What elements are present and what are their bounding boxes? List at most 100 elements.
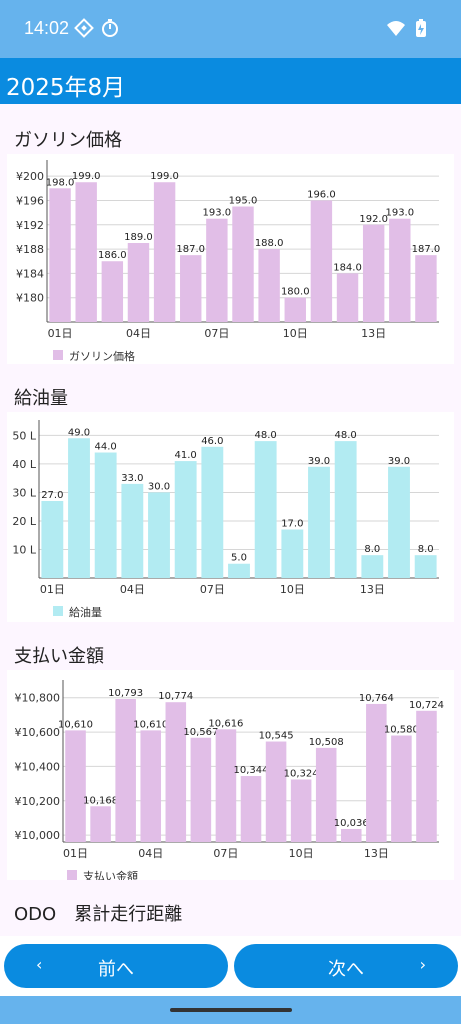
x-tick-label: 01日	[48, 327, 73, 340]
y-tick-label: ¥10,800	[15, 692, 61, 705]
x-tick-label: 07日	[213, 847, 238, 860]
fuel-amount-chart-card: 10 L 20 L 30 L 40 L 50 L 27.0 49.0 44.0 33.0 30.0…	[7, 412, 454, 622]
x-tick-label: 01日	[40, 583, 65, 596]
bar	[414, 555, 437, 578]
x-tick-label: 07日	[204, 327, 229, 340]
section-title-gas-price: ガソリン価格	[14, 130, 122, 151]
y-tick-label: ¥196	[16, 194, 44, 207]
status-bar: 14:02	[0, 0, 461, 58]
bar-value-label: 48.0	[255, 430, 277, 441]
bar-value-label: 10,764	[359, 693, 394, 704]
x-tick-label: 04日	[138, 847, 163, 860]
bar	[206, 218, 228, 322]
x-tick-label: 01日	[63, 847, 88, 860]
bar-value-label: 10,324	[284, 768, 319, 779]
page-title: 2025年8月	[6, 75, 126, 101]
scroll-content[interactable]: ガソリン価格 ¥180 ¥184 ¥188 ¥192 ¥196 ¥200 198.0 199.…	[0, 104, 461, 936]
bar-value-label: 17.0	[281, 519, 303, 530]
bar-value-label: 184.0	[333, 262, 362, 273]
fuel-amount-chart: 10 L 20 L 30 L 40 L 50 L 27.0 49.0 44.0 33.0 30.0…	[12, 420, 439, 619]
battery-charging-icon	[416, 19, 426, 37]
y-tick-label: 50 L	[12, 429, 36, 442]
bar	[310, 200, 333, 322]
x-tick-label: 13日	[364, 847, 389, 860]
bar	[153, 182, 176, 322]
bar-value-label: 48.0	[335, 430, 357, 441]
bar	[284, 297, 306, 322]
next-button[interactable]: 次へ ›	[234, 944, 458, 988]
bar-value-label: 41.0	[175, 450, 197, 461]
y-tick-label: ¥10,400	[15, 760, 61, 773]
bar	[148, 492, 170, 578]
bar	[121, 483, 144, 578]
bar	[391, 735, 412, 842]
data-saver-icon	[74, 18, 94, 38]
bar	[41, 501, 64, 578]
bar	[140, 730, 162, 842]
bar-value-label: 30.0	[148, 481, 170, 492]
x-tick-label: 10日	[280, 583, 305, 596]
bar	[366, 703, 387, 842]
prev-button[interactable]: ‹ 前へ	[4, 944, 228, 988]
bar	[115, 698, 136, 842]
y-tick-label: ¥188	[16, 243, 44, 256]
bar-value-label: 195.0	[229, 196, 258, 207]
bar	[389, 218, 411, 322]
section-title-odo: ODO 累計走行距離	[14, 904, 183, 925]
bar-value-label: 33.0	[121, 473, 143, 484]
bar	[315, 747, 337, 842]
bar	[127, 243, 150, 322]
bar-value-label: 39.0	[308, 456, 330, 467]
gas-price-section: ガソリン価格 ¥180 ¥184 ¥188 ¥192 ¥196 ¥200 198.0 199.…	[0, 104, 461, 364]
bar	[49, 188, 71, 322]
bottom-nav: ‹ 前へ 次へ ›	[0, 936, 461, 996]
y-tick-label: ¥184	[16, 267, 44, 280]
bar	[308, 466, 330, 578]
x-tick-label: 10日	[283, 327, 308, 340]
bar-value-label: 8.0	[364, 544, 380, 555]
payment-section: 支払い金額 ¥10,000 ¥10,200 ¥10,400 ¥10,600 ¥10,80…	[0, 620, 461, 883]
bar	[90, 806, 111, 842]
bar	[416, 710, 437, 842]
x-tick-label: 07日	[200, 583, 225, 596]
bar-value-label: 193.0	[385, 208, 414, 219]
bar-value-label: 10,545	[259, 731, 294, 742]
bar	[228, 563, 250, 578]
y-tick-label: ¥10,200	[15, 795, 61, 808]
y-tick-label: ¥200	[16, 170, 44, 183]
bar	[340, 828, 362, 842]
bar	[334, 441, 357, 578]
legend-label: ガソリン価格	[69, 349, 135, 363]
x-tick-label: 04日	[120, 583, 145, 596]
legend-swatch	[53, 350, 63, 360]
bar-value-label: 199.0	[150, 171, 179, 182]
bar	[265, 741, 287, 842]
bar	[65, 730, 86, 842]
y-tick-label: 30 L	[12, 486, 36, 499]
bar-value-label: 5.0	[231, 553, 247, 564]
bar-value-label: 188.0	[255, 238, 284, 249]
bar	[180, 255, 202, 322]
y-tick-label: 10 L	[12, 543, 36, 556]
status-time: 14:02	[24, 18, 70, 38]
bar	[254, 441, 277, 578]
gesture-handle[interactable]	[170, 1008, 292, 1012]
section-title-payment: 支払い金額	[14, 646, 104, 667]
gas-price-chart: ¥180¥184¥188¥192¥196¥200 198.0199.0186.01…	[16, 160, 440, 363]
bar	[190, 737, 212, 842]
x-tick-label: 13日	[361, 327, 386, 340]
y-tick-label: ¥10,600	[15, 726, 61, 739]
bar	[362, 224, 385, 322]
bar-value-label: 27.0	[41, 490, 63, 501]
bar	[281, 529, 304, 578]
legend-swatch	[53, 606, 63, 616]
bar	[415, 255, 437, 322]
bar	[174, 461, 197, 578]
bar-value-label: 10,344	[234, 765, 269, 776]
timer-icon	[102, 19, 118, 37]
bar	[215, 729, 237, 842]
bar-value-label: 44.0	[95, 442, 117, 453]
bar-value-label: 196.0	[307, 189, 336, 200]
x-tick-label: 04日	[126, 327, 151, 340]
bar-value-label: 10,610	[133, 719, 168, 730]
